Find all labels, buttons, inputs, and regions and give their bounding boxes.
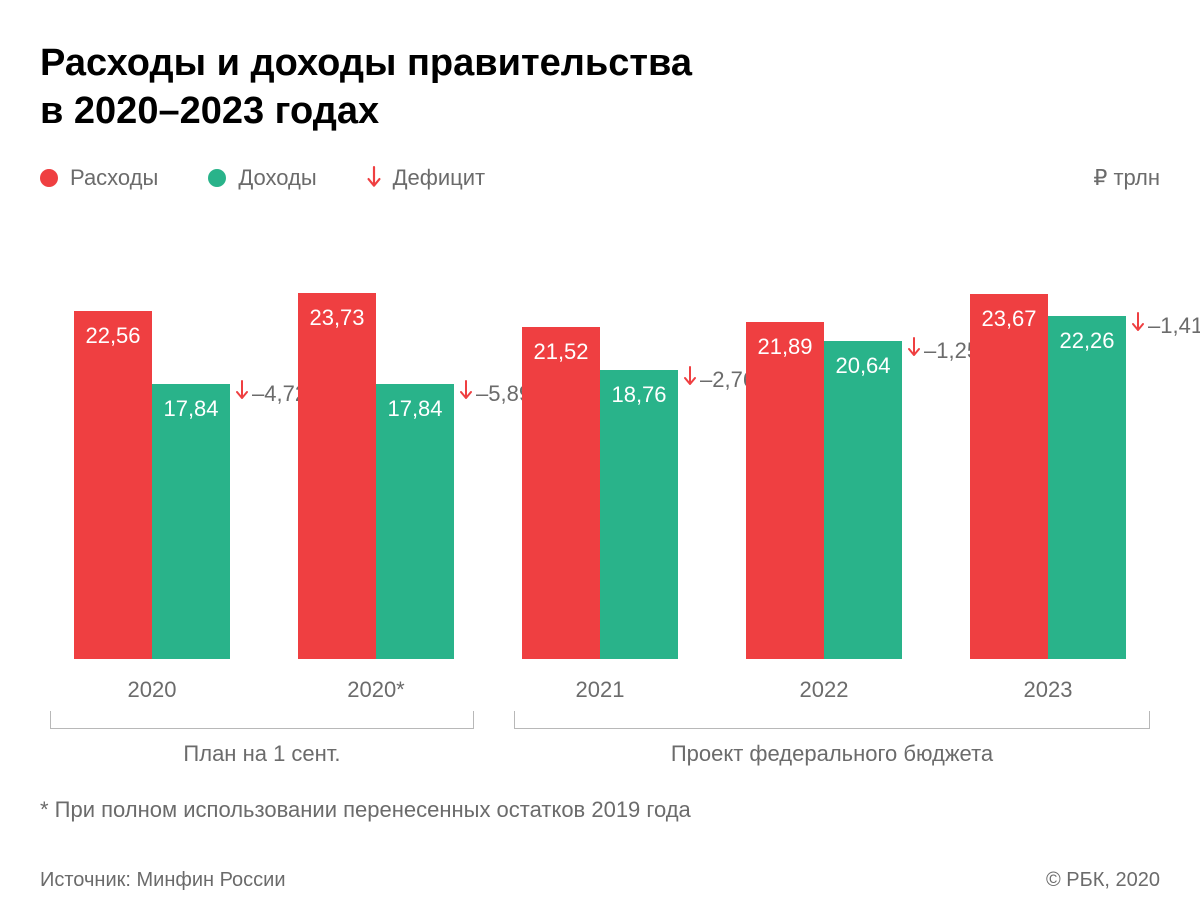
income-bar: 18,76–2,76 — [600, 370, 678, 659]
year-label: 2021 — [576, 677, 625, 703]
section-bracket: План на 1 сент. — [50, 711, 474, 767]
legend-income-label: Доходы — [238, 165, 316, 191]
income-bar: 20,64–1,25 — [824, 341, 902, 659]
legend-expenses-label: Расходы — [70, 165, 158, 191]
income-value: 18,76 — [611, 382, 666, 408]
section-label: Проект федерального бюджета — [671, 741, 993, 767]
expenses-bar: 23,67 — [970, 294, 1048, 659]
year-label: 2020 — [128, 677, 177, 703]
expenses-value: 23,67 — [981, 306, 1036, 332]
legend-income: Доходы — [208, 165, 316, 191]
year-label: 2020* — [347, 677, 405, 703]
section-bracket: Проект федерального бюджета — [514, 711, 1150, 767]
deficit-annotation: –5,89 — [460, 380, 531, 408]
income-bar: 17,84–4,72 — [152, 384, 230, 659]
section-label: План на 1 сент. — [183, 741, 340, 767]
income-value: 20,64 — [835, 353, 890, 379]
bar-pair: 22,56 17,84–4,72 — [74, 289, 230, 659]
deficit-annotation: –1,25 — [908, 337, 979, 365]
bracket-line — [50, 711, 474, 729]
chart-area: 22,5617,84–4,72202023,7317,84–5,892020*2… — [40, 209, 1160, 703]
deficit-annotation: –2,76 — [684, 366, 755, 394]
title-line-1: Расходы и доходы правительства — [40, 42, 692, 84]
deficit-value: –1,41 — [1148, 313, 1200, 339]
income-bar: 22,26–1,41 — [1048, 316, 1126, 659]
bar-pair: 23,73 17,84–5,89 — [298, 289, 454, 659]
legend-income-dot — [208, 169, 226, 187]
bar-group: 23,67 22,26–1,41 2023 — [936, 289, 1160, 703]
legend-unit: ₽ трлн — [1093, 165, 1160, 191]
arrow-down-icon — [684, 366, 696, 394]
bar-group: 21,89 20,64–1,25 2022 — [712, 289, 936, 703]
legend-deficit: Дефицит — [367, 165, 486, 191]
section-brackets: План на 1 сент. Проект федерального бюдже… — [40, 711, 1160, 767]
bar-pair: 21,89 20,64–1,25 — [746, 289, 902, 659]
expenses-bar: 22,56 — [74, 311, 152, 659]
legend-expenses: Расходы — [40, 165, 158, 191]
deficit-annotation: –4,72 — [236, 380, 307, 408]
bar-group: 22,56 17,84–4,72 2020 — [40, 289, 264, 703]
expenses-value: 23,73 — [309, 305, 364, 331]
expenses-bar: 23,73 — [298, 293, 376, 659]
bar-group: 21,52 18,76–2,76 2021 — [488, 289, 712, 703]
footnote: * При полном использовании перенесенных … — [40, 797, 1160, 823]
year-label: 2022 — [800, 677, 849, 703]
expenses-value: 22,56 — [85, 323, 140, 349]
arrow-down-icon — [1132, 312, 1144, 340]
chart-title: Расходы и доходы правительства в 2020–20… — [40, 40, 1160, 135]
arrow-down-icon — [236, 380, 248, 408]
bracket-line — [514, 711, 1150, 729]
expenses-bar: 21,89 — [746, 322, 824, 659]
footer: Источник: Минфин России © РБК, 2020 — [40, 851, 1160, 892]
income-value: 17,84 — [163, 396, 218, 422]
copyright-text: © РБК, 2020 — [1046, 869, 1160, 892]
expenses-bar: 21,52 — [522, 327, 600, 659]
arrow-down-icon — [367, 166, 381, 190]
source-text: Источник: Минфин России — [40, 869, 286, 892]
income-value: 17,84 — [387, 396, 442, 422]
deficit-annotation: –1,41 — [1132, 312, 1200, 340]
expenses-value: 21,52 — [533, 339, 588, 365]
income-bar: 17,84–5,89 — [376, 384, 454, 659]
arrow-down-icon — [460, 380, 472, 408]
year-label: 2023 — [1024, 677, 1073, 703]
bar-group: 23,73 17,84–5,89 2020* — [264, 289, 488, 703]
expenses-value: 21,89 — [757, 334, 812, 360]
legend: Расходы Доходы Дефицит ₽ трлн — [40, 165, 1160, 191]
arrow-down-icon — [908, 337, 920, 365]
legend-expenses-dot — [40, 169, 58, 187]
bar-pair: 23,67 22,26–1,41 — [970, 289, 1126, 659]
income-value: 22,26 — [1059, 328, 1114, 354]
title-line-2: в 2020–2023 годах — [40, 90, 379, 132]
legend-deficit-label: Дефицит — [393, 165, 486, 191]
bar-pair: 21,52 18,76–2,76 — [522, 289, 678, 659]
